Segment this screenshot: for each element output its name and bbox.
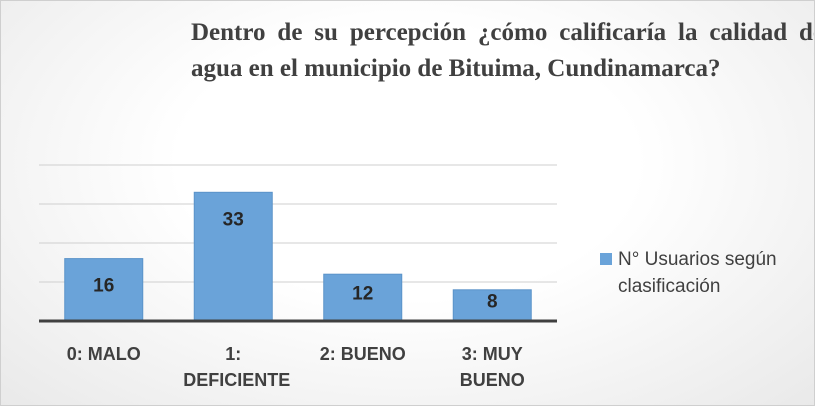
x-tick-label: 2: BUENO	[319, 344, 406, 364]
x-tick-label: 1: DEFICIENTE	[183, 344, 291, 390]
x-tick-label: 3: MUY BUENO	[459, 344, 525, 390]
bar	[452, 289, 532, 322]
bar	[323, 273, 403, 322]
data-label: 8	[487, 291, 498, 312]
bar	[64, 258, 144, 322]
data-label: 16	[93, 276, 114, 297]
legend-label: N° Usuarios según clasificación	[618, 249, 777, 297]
data-label: 12	[352, 284, 373, 305]
chart-title: Dentro de su percepción ¿cómo calificarí…	[191, 19, 815, 82]
data-label: 33	[223, 209, 244, 230]
x-tick-label: 0: MALO	[66, 344, 141, 364]
legend-swatch	[600, 253, 612, 265]
bar	[193, 191, 273, 322]
